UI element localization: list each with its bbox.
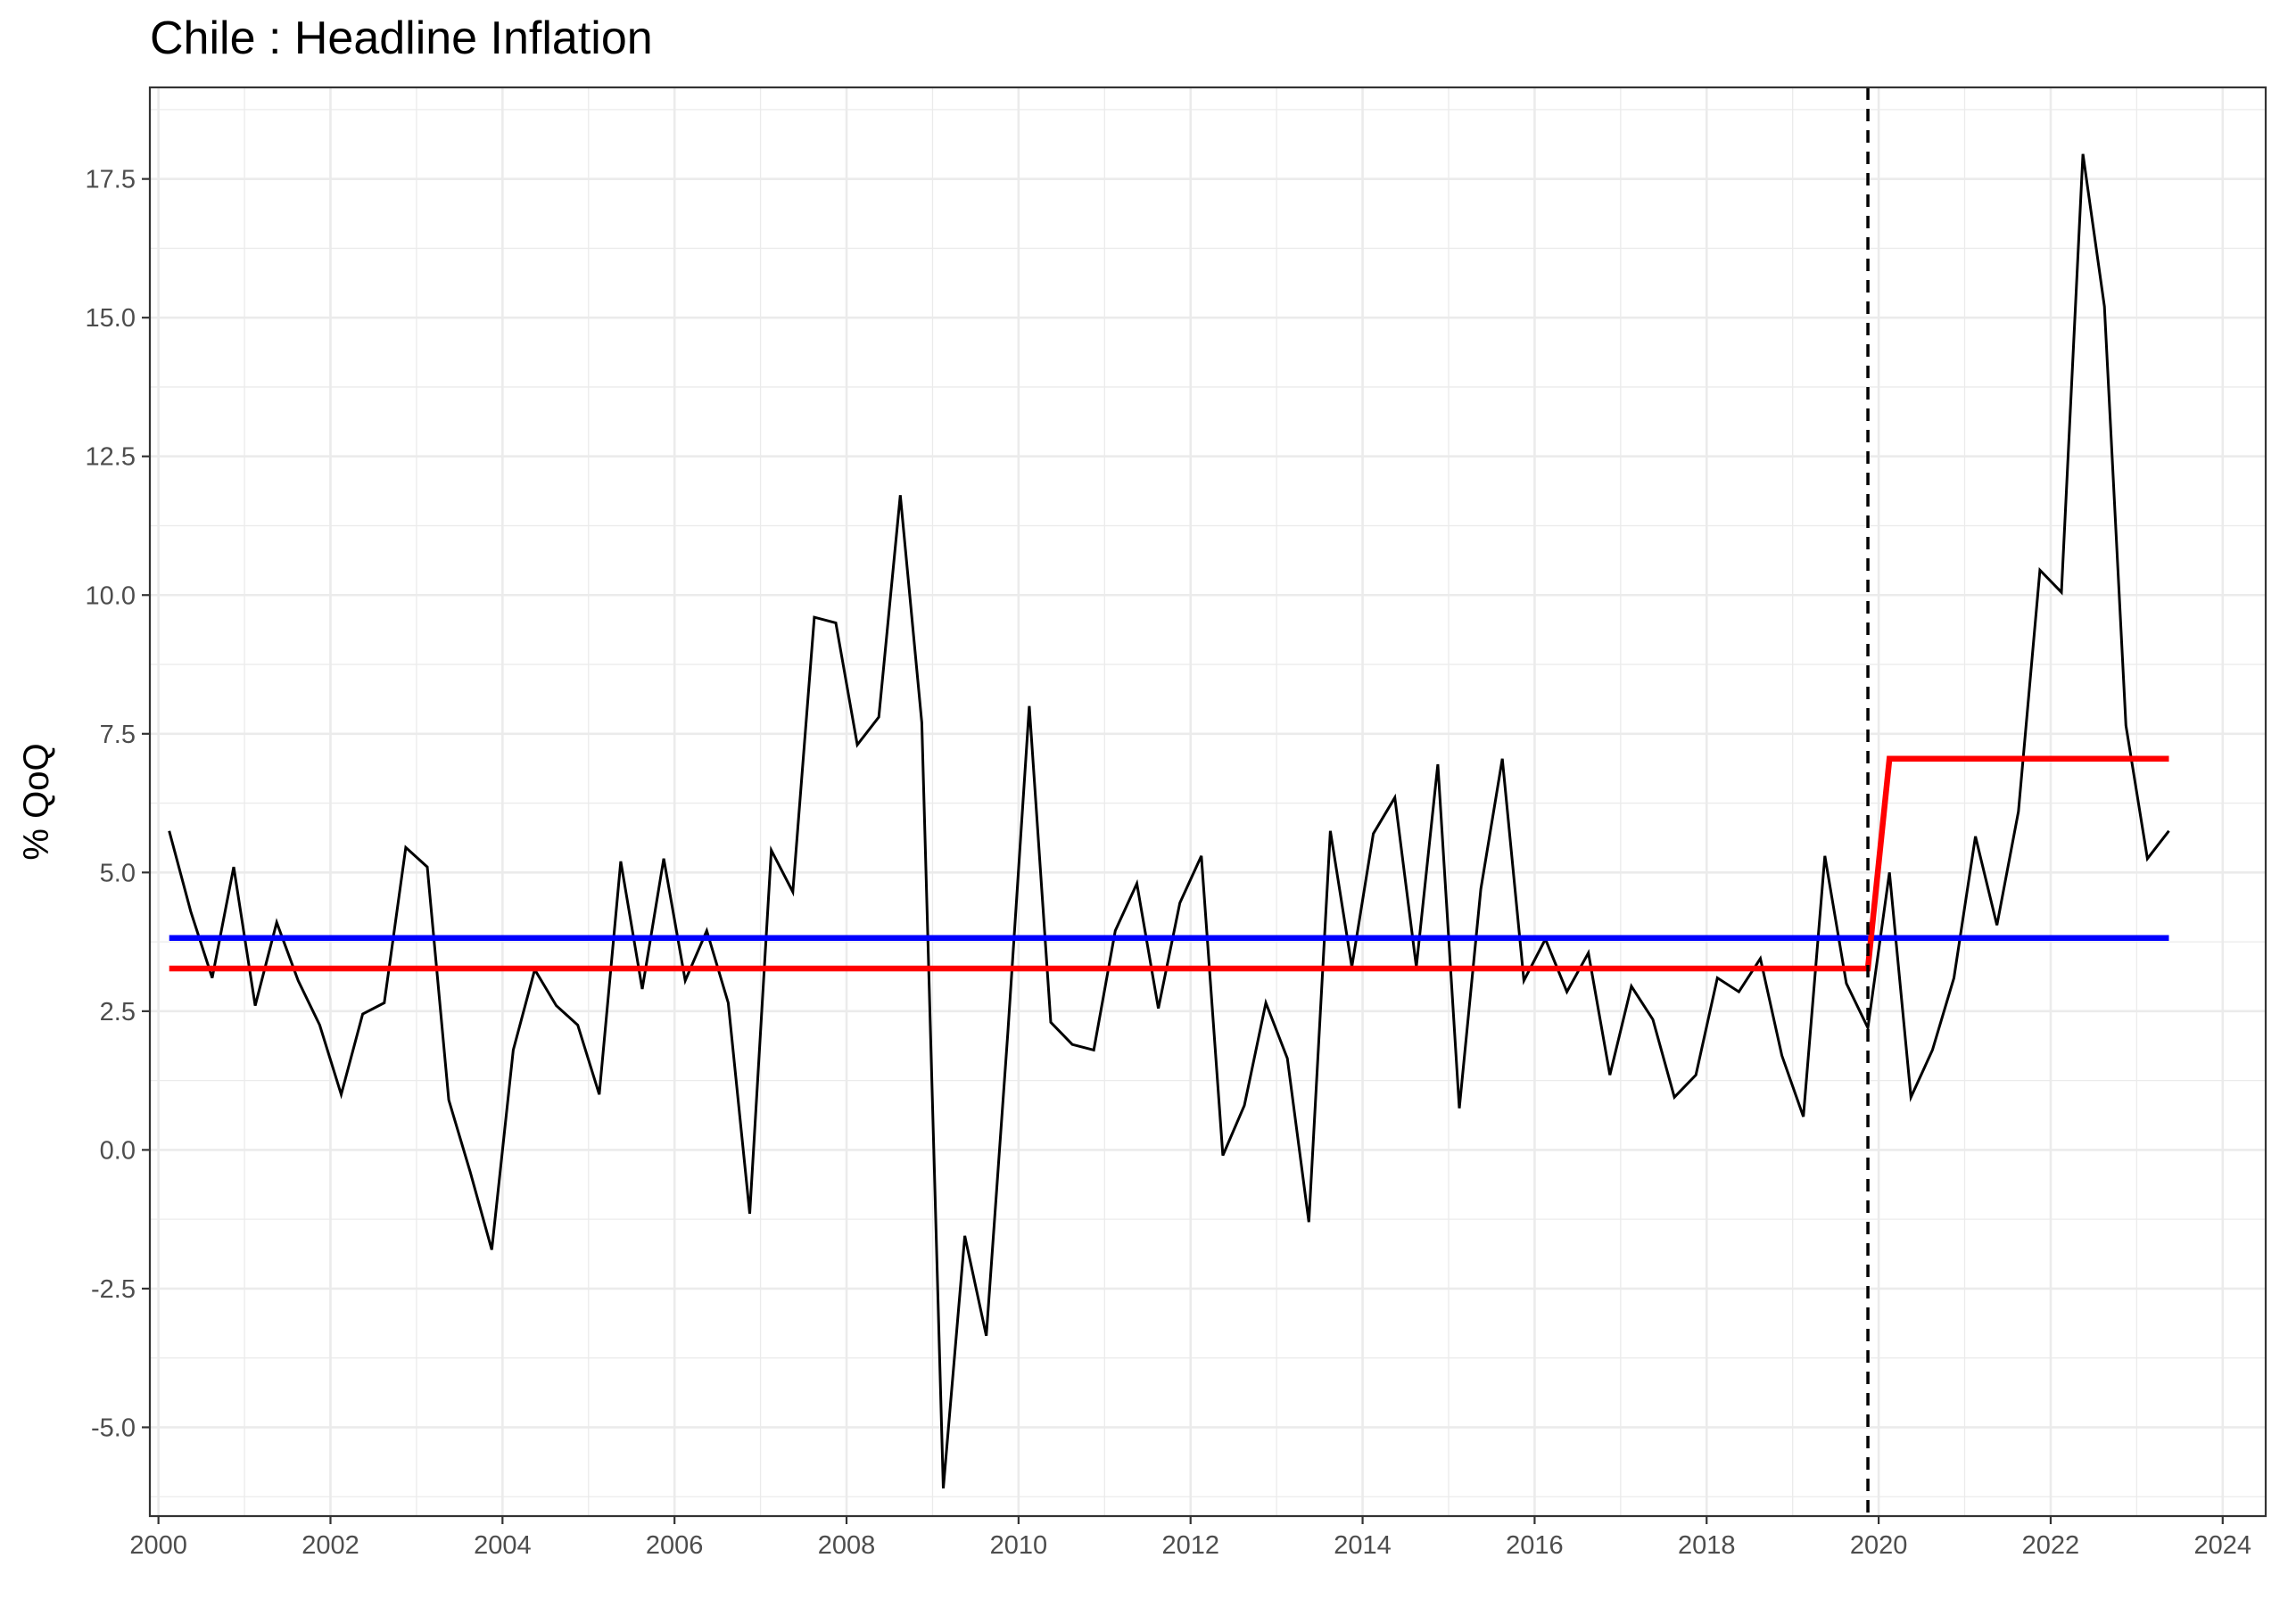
y-tick-label: 12.5 xyxy=(86,443,136,472)
y-tick-label: 15.0 xyxy=(86,304,136,333)
x-tick-label: 2024 xyxy=(2194,1531,2252,1560)
grid-minor xyxy=(150,87,2266,1516)
x-tick-label: 2010 xyxy=(990,1531,1048,1560)
y-tick-label: 17.5 xyxy=(86,166,136,194)
x-tick-label: 2006 xyxy=(646,1531,704,1560)
y-tick-label: 2.5 xyxy=(100,998,136,1026)
x-tick-label: 2018 xyxy=(1678,1531,1736,1560)
y-tick-label: -2.5 xyxy=(91,1275,136,1304)
x-tick-label: 2008 xyxy=(818,1531,876,1560)
x-tick-label: 2004 xyxy=(474,1531,532,1560)
x-tick-label: 2016 xyxy=(1506,1531,1564,1560)
series-layer xyxy=(168,153,2170,1489)
chart-title: Chile : Headline Inflation xyxy=(150,12,653,64)
y-tick-label: -5.0 xyxy=(91,1414,136,1442)
y-axis-label: % QoQ xyxy=(17,743,56,860)
y-tick-label: 10.0 xyxy=(86,581,136,610)
y-tick-label: 7.5 xyxy=(100,721,136,749)
x-tick-label: 2014 xyxy=(1334,1531,1392,1560)
y-tick-label: 0.0 xyxy=(100,1136,136,1165)
series-line-red xyxy=(169,755,2169,972)
y-tick-label: 5.0 xyxy=(100,859,136,887)
x-tick-label: 2002 xyxy=(301,1531,359,1560)
panel-border xyxy=(148,86,2267,1518)
x-tick-label: 2020 xyxy=(1850,1531,1908,1560)
x-axis: 2000 2002 2004 2006 2008 2010 2012 2014 2016 2018… xyxy=(129,1516,2251,1560)
x-tick-label: 2022 xyxy=(2022,1531,2080,1560)
y-axis: -5.0 -2.5 0.0 2.5 5.0 7.5 10.0 12.5 15.0 17.5 xyxy=(86,166,150,1442)
x-tick-label: 2012 xyxy=(1161,1531,1219,1560)
x-tick-label: 2000 xyxy=(129,1531,187,1560)
series-line-inflation xyxy=(168,153,2170,1489)
grid-major xyxy=(150,87,2266,1516)
